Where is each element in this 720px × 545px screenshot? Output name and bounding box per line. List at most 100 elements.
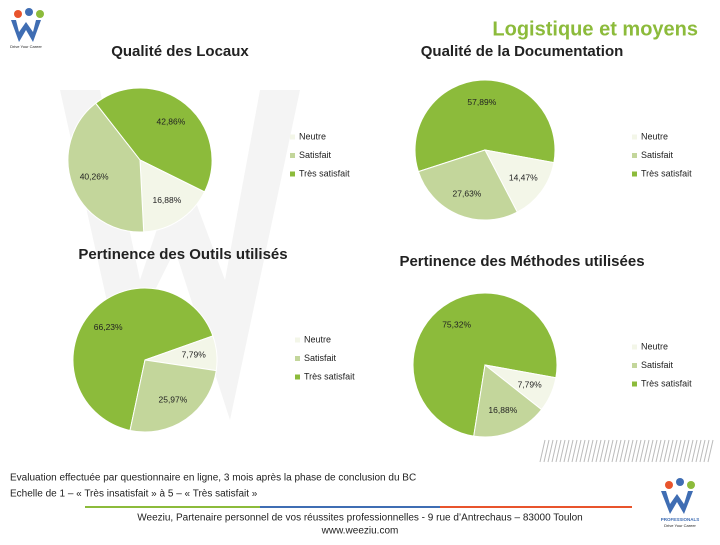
data-label: 66,23%	[94, 322, 123, 332]
hatch-line	[699, 439, 706, 463]
legend-swatch	[632, 171, 637, 177]
legend-entry: Neutre	[299, 131, 326, 141]
hatch-line	[695, 439, 702, 463]
pie-slice	[94, 87, 213, 193]
logo-top: Drive Your Career	[10, 8, 44, 49]
pie-slice	[129, 359, 217, 433]
hatch-line	[555, 439, 562, 463]
hatch-line	[583, 439, 590, 463]
legend-entry: Satisfait	[304, 353, 337, 363]
hatch-line	[543, 439, 550, 463]
footer-url: www.weeziu.com	[321, 526, 399, 537]
hatch-line	[671, 439, 678, 463]
hatch-line	[707, 439, 714, 463]
hatch-line	[679, 439, 686, 463]
logo-tagline: Drive Your Career	[10, 44, 42, 49]
legend-swatch	[295, 374, 300, 380]
legend-swatch	[632, 381, 637, 387]
legend-swatch	[295, 337, 300, 343]
data-label: 75,32%	[442, 319, 471, 329]
hatch-line	[647, 439, 654, 463]
hatch-line	[663, 439, 670, 463]
legend-entry: Très satisfait	[641, 378, 692, 388]
legend-swatch	[632, 153, 637, 158]
logo-bottom: PROFESSIONALS Drive Your Career	[661, 478, 700, 528]
pie-slice	[473, 364, 543, 438]
note: Echelle de 1 – « Très insatisfait » à 5 …	[10, 489, 258, 500]
chart-title: Pertinence des Méthodes utilisées	[399, 253, 644, 270]
hatch-line	[639, 439, 646, 463]
hatch-line	[587, 439, 594, 463]
hatch-line	[615, 439, 622, 463]
hatch-line	[575, 439, 582, 463]
legend-swatch	[632, 363, 637, 368]
pie-slice	[72, 287, 214, 432]
legend-entry: Satisfait	[641, 360, 674, 370]
legend-swatch	[295, 356, 300, 361]
logo-label: PROFESSIONALS	[661, 517, 700, 522]
data-label: 27,63%	[453, 188, 482, 198]
chart-title: Pertinence des Outils utilisés	[78, 246, 287, 263]
note: Evaluation effectuée par questionnaire e…	[10, 473, 416, 484]
chart-title: Qualité de la Documentation	[421, 43, 624, 60]
data-label: 40,26%	[80, 171, 109, 181]
legend-swatch	[632, 344, 637, 350]
hatch-line	[651, 439, 658, 463]
page-title: Logistique et moyens	[492, 18, 698, 40]
data-label: 7,79%	[182, 350, 207, 360]
hatch-line	[551, 439, 558, 463]
hatch-line	[619, 439, 626, 463]
legend-swatch	[290, 153, 295, 158]
pie-slice	[484, 149, 555, 213]
hatch-line	[603, 439, 610, 463]
hatch-line	[683, 439, 690, 463]
hatch-line	[567, 439, 574, 463]
legend-entry: Neutre	[641, 131, 668, 141]
hatch-line	[623, 439, 630, 463]
hatch-line	[667, 439, 674, 463]
hatch-line	[591, 439, 598, 463]
hatch-line	[539, 439, 546, 463]
legend-entry: Satisfait	[641, 150, 674, 160]
hatch-line	[559, 439, 566, 463]
data-label: 57,89%	[467, 97, 496, 107]
pie-slice	[67, 102, 145, 233]
hatch-line	[675, 439, 682, 463]
hatch-line	[635, 439, 642, 463]
data-label: 16,88%	[488, 405, 517, 415]
hatch-line	[563, 439, 570, 463]
chart-title: Qualité des Locaux	[111, 43, 249, 60]
legend-entry: Satisfait	[299, 150, 332, 160]
data-label: 14,47%	[509, 173, 538, 183]
hatch-line	[631, 439, 638, 463]
legend-entry: Neutre	[304, 334, 331, 344]
pie-slice	[139, 159, 206, 233]
data-label: 7,79%	[518, 379, 543, 389]
hatch-line	[599, 439, 606, 463]
hatch-line	[547, 439, 554, 463]
legend-entry: Neutre	[641, 341, 668, 351]
legend-entry: Très satisfait	[299, 168, 350, 178]
data-label: 16,88%	[152, 195, 181, 205]
hatch-line	[607, 439, 614, 463]
legend-entry: Très satisfait	[304, 371, 355, 381]
hatch-line	[627, 439, 634, 463]
pie-slice	[417, 149, 518, 221]
hatch-line	[595, 439, 602, 463]
legend-entry: Très satisfait	[641, 168, 692, 178]
pie-slice	[414, 79, 556, 173]
hatching	[539, 439, 714, 463]
hatch-line	[691, 439, 698, 463]
hatch-line	[655, 439, 662, 463]
hatch-line	[571, 439, 578, 463]
legend-swatch	[290, 171, 295, 177]
data-label: 42,86%	[156, 116, 185, 126]
data-label: 25,97%	[158, 394, 187, 404]
logo-tagline: Drive Your Career	[664, 523, 696, 528]
hatch-line	[643, 439, 650, 463]
hatch-line	[659, 439, 666, 463]
footer-text: Weeziu, Partenaire personnel de vos réus…	[137, 513, 582, 524]
hatch-line	[687, 439, 694, 463]
legend-swatch	[290, 134, 295, 140]
